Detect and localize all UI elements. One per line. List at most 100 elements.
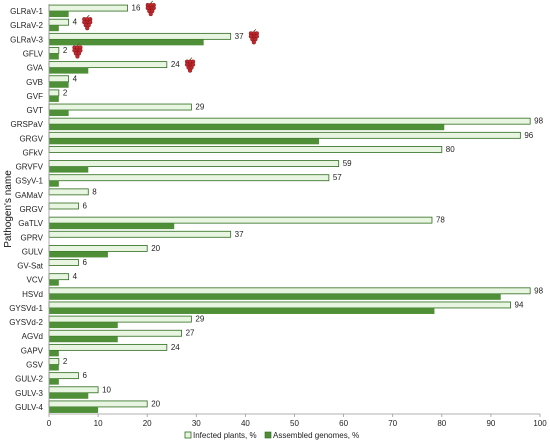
category-label: GRGV [19, 134, 43, 143]
data-label: 37 [235, 32, 244, 41]
category-label: GLRaV-2 [10, 21, 43, 30]
data-label: 78 [436, 216, 445, 225]
bar-assembled-genomes [49, 392, 89, 399]
data-label: 16 [132, 4, 141, 13]
data-label: 6 [82, 202, 87, 211]
bar-infected-plants [48, 273, 70, 281]
category-label: GRSPaV [11, 120, 44, 129]
data-label: 98 [534, 286, 543, 295]
bar-infected-plants [48, 188, 89, 196]
bar-infected-plants [48, 372, 79, 380]
bar-infected-plants [48, 358, 60, 365]
bar-assembled-genomes [49, 223, 175, 230]
bar-assembled-genomes [49, 81, 69, 88]
bar-infected-plants [48, 89, 60, 97]
bar-infected-plants [48, 287, 531, 295]
data-label: 20 [151, 244, 160, 253]
x-tick-label: 20 [143, 419, 152, 428]
data-label: 10 [102, 385, 111, 394]
bar-infected-plants [48, 4, 128, 12]
bar-assembled-genomes [49, 180, 59, 187]
bar-infected-plants [48, 400, 148, 408]
data-label: 24 [171, 60, 180, 69]
bar-assembled-genomes [49, 95, 59, 102]
x-tick-label: 0 [47, 419, 52, 428]
bar-assembled-genomes [49, 11, 69, 18]
grape-cluster-icon [145, 0, 156, 17]
bar-assembled-genomes [49, 406, 99, 413]
category-label: GULV-3 [15, 389, 43, 398]
bar-infected-plants [48, 386, 99, 394]
bar-assembled-genomes [49, 67, 89, 74]
bar-infected-plants [48, 301, 511, 309]
data-label: 2 [63, 88, 68, 97]
category-label: GAPV [21, 346, 44, 355]
x-tick-label: 60 [339, 419, 348, 428]
category-label: GLRaV-3 [10, 35, 43, 44]
legend-swatch-assembled-genomes [264, 431, 272, 439]
data-label: 96 [524, 131, 533, 140]
bar-infected-plants [48, 216, 433, 224]
data-label: 20 [151, 399, 160, 408]
bar-assembled-genomes [49, 39, 204, 46]
data-label: 37 [235, 230, 244, 239]
category-label: GV-Sat [17, 262, 44, 271]
x-tick-label: 50 [290, 419, 299, 428]
legend-label-infected-plants: Infected plants, % [193, 431, 257, 440]
bar-assembled-genomes [49, 124, 445, 131]
bar-infected-plants [48, 259, 79, 266]
bar-assembled-genomes [49, 110, 69, 117]
category-label: GLRaV-1 [10, 7, 43, 16]
data-label: 4 [73, 272, 78, 281]
bar-assembled-genomes [49, 336, 118, 343]
grape-cluster-icon [184, 57, 196, 73]
data-label: 24 [171, 343, 180, 352]
category-label: GFLV [23, 49, 44, 58]
data-label: 94 [515, 300, 524, 309]
data-label: 80 [446, 145, 455, 154]
bar-assembled-genomes [49, 25, 59, 32]
bar-infected-plants [48, 131, 521, 139]
data-label: 29 [195, 315, 204, 324]
category-label: HSVd [22, 290, 43, 299]
bar-infected-plants [48, 146, 443, 153]
category-label: GULV-4 [15, 403, 43, 412]
bar-infected-plants [48, 230, 232, 238]
bar-assembled-genomes [49, 138, 320, 145]
data-label: 2 [63, 46, 68, 55]
bar-infected-plants [48, 117, 531, 125]
y-axis-title: Pathogen's name [3, 170, 14, 248]
grape-cluster-icon [72, 43, 83, 59]
category-label: GFkV [23, 148, 44, 157]
bar-infected-plants [48, 32, 232, 40]
bar-assembled-genomes [49, 378, 59, 385]
bar-assembled-genomes [49, 166, 89, 173]
bar-infected-plants [48, 160, 340, 167]
data-label: 8 [92, 187, 97, 196]
category-label: GPRV [20, 233, 43, 242]
data-label: 6 [82, 371, 87, 380]
bar-assembled-genomes [49, 293, 501, 300]
category-label: GRGV [19, 205, 43, 214]
category-label: GaTLV [18, 219, 43, 228]
bar-assembled-genomes [49, 279, 59, 286]
x-tick-label: 90 [486, 419, 495, 428]
category-label: GSyV-1 [15, 177, 43, 186]
bar-infected-plants [48, 75, 70, 83]
bar-assembled-genomes [49, 307, 435, 314]
grape-cluster-icon [248, 29, 259, 45]
data-label: 98 [534, 117, 543, 126]
bar-infected-plants [48, 47, 60, 54]
bar-assembled-genomes [49, 53, 59, 60]
category-label: GRVFV [16, 163, 44, 172]
data-label: 27 [186, 329, 195, 338]
bar-infected-plants [48, 18, 70, 26]
x-tick-label: 10 [94, 419, 103, 428]
bar-assembled-genomes [49, 251, 108, 258]
category-label: GVB [26, 78, 43, 87]
legend-label-assembled-genomes: Assembled genomes, % [273, 431, 359, 440]
bar-infected-plants [48, 174, 330, 182]
bar-assembled-genomes [49, 350, 59, 357]
